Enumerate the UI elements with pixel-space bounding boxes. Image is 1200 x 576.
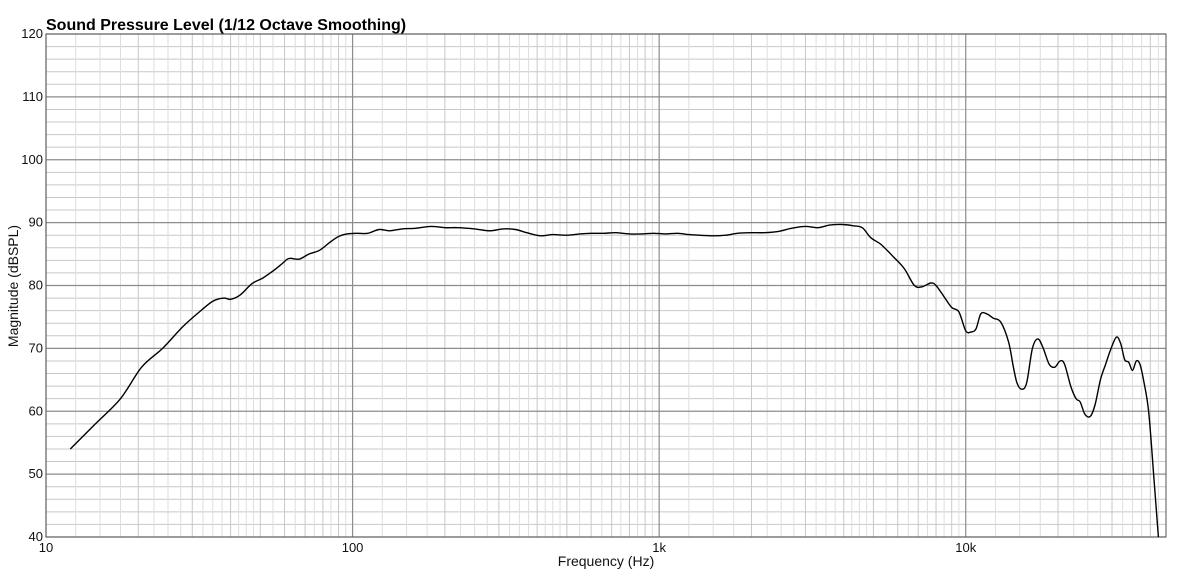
y-tick-label: 80	[29, 278, 43, 293]
x-axis-label: Frequency (Hz)	[558, 553, 654, 569]
y-tick-labels: 40 50 60 70 80 90 100 110 120	[21, 26, 43, 544]
x-tick-labels: 10 100 1k 10k	[39, 540, 977, 555]
y-tick-label: 60	[29, 403, 43, 418]
x-tick-label: 10	[39, 540, 53, 555]
y-tick-label: 50	[29, 466, 43, 481]
y-tick-label: 120	[21, 26, 43, 41]
chart-title: Sound Pressure Level (1/12 Octave Smooth…	[46, 17, 406, 34]
y-tick-label: 100	[21, 152, 43, 167]
y-tick-label: 70	[29, 340, 43, 355]
y-tick-label: 90	[29, 215, 43, 230]
x-tick-label: 1k	[652, 540, 666, 555]
y-tick-label: 110	[22, 89, 43, 104]
x-tick-label: 10k	[955, 540, 976, 555]
y-tick-label: 40	[29, 529, 43, 544]
plot-frame	[45, 33, 1167, 538]
spl-series-line	[69, 223, 1160, 538]
x-tick-label: 100	[342, 540, 364, 555]
y-axis-label: Magnitude (dBSPL)	[5, 225, 21, 347]
